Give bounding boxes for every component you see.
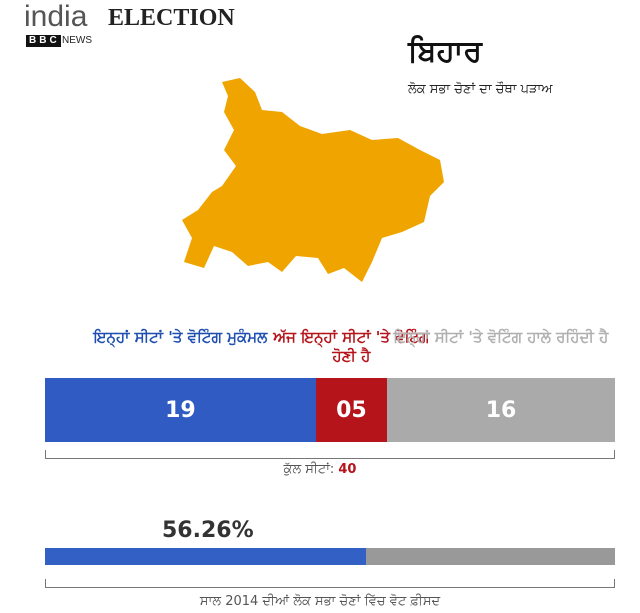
seat-bar: 19 05 16 <box>45 378 615 442</box>
map <box>182 78 444 282</box>
bracket <box>45 579 615 588</box>
total-value: 40 <box>338 462 357 477</box>
segment-value: 05 <box>336 397 367 423</box>
turnout-fill <box>45 548 366 565</box>
brand: india <box>24 0 88 33</box>
turnout-track <box>45 548 615 565</box>
total-row: ਕੁੱਲ ਸੀਟਾਂ: 40 <box>0 462 640 477</box>
seat-segment: 05 <box>315 378 387 442</box>
state-map <box>182 78 444 282</box>
segment-label: ਇਨ੍ਹਾਂ ਸੀਟਾਂ 'ਤੇ ਵੋਟਿੰਗ ਹਾਲੇ ਰਹਿੰਦੀ ਹੈ <box>393 328 609 346</box>
total-label: ਕੁੱਲ ਸੀਟਾਂ: <box>283 462 335 477</box>
turnout-label: 56.26% <box>162 518 254 543</box>
bracket <box>45 450 615 459</box>
state-subtitle: ਲੋਕ ਸਭਾ ਚੋਣਾਂ ਦਾ ਚੌਥਾ ਪੜਾਅ <box>408 82 553 97</box>
turnout-caption: ਸਾਲ 2014 ਦੀਆਂ ਲੋਕ ਸਭਾ ਚੋਣਾਂ ਵਿੱਚ ਵੋਟ ਫ਼ੀ… <box>199 594 441 609</box>
state-name: ਬਿਹਾਰ <box>408 34 482 69</box>
segment-label: ਇਨ੍ਹਾਂ ਸੀਟਾਂ 'ਤੇ ਵੋਟਿੰਗ ਮੁਕੰਮਲ <box>93 328 268 346</box>
logo: BBC <box>26 35 61 47</box>
logo-sub: NEWS <box>62 35 92 46</box>
segment-value: 16 <box>485 397 517 423</box>
brand-title: ELECTION <box>108 5 235 31</box>
seat-segment: 16 <box>387 378 615 442</box>
segment-label: ਅੱਜ ਇਨ੍ਹਾਂ ਸੀਟਾਂ 'ਤੇ ਵੋਟਿੰਗ ਹੋਣੀ ਹੈ <box>273 328 430 365</box>
segment-value: 19 <box>165 397 196 423</box>
seat-segment: 19 <box>45 378 316 442</box>
